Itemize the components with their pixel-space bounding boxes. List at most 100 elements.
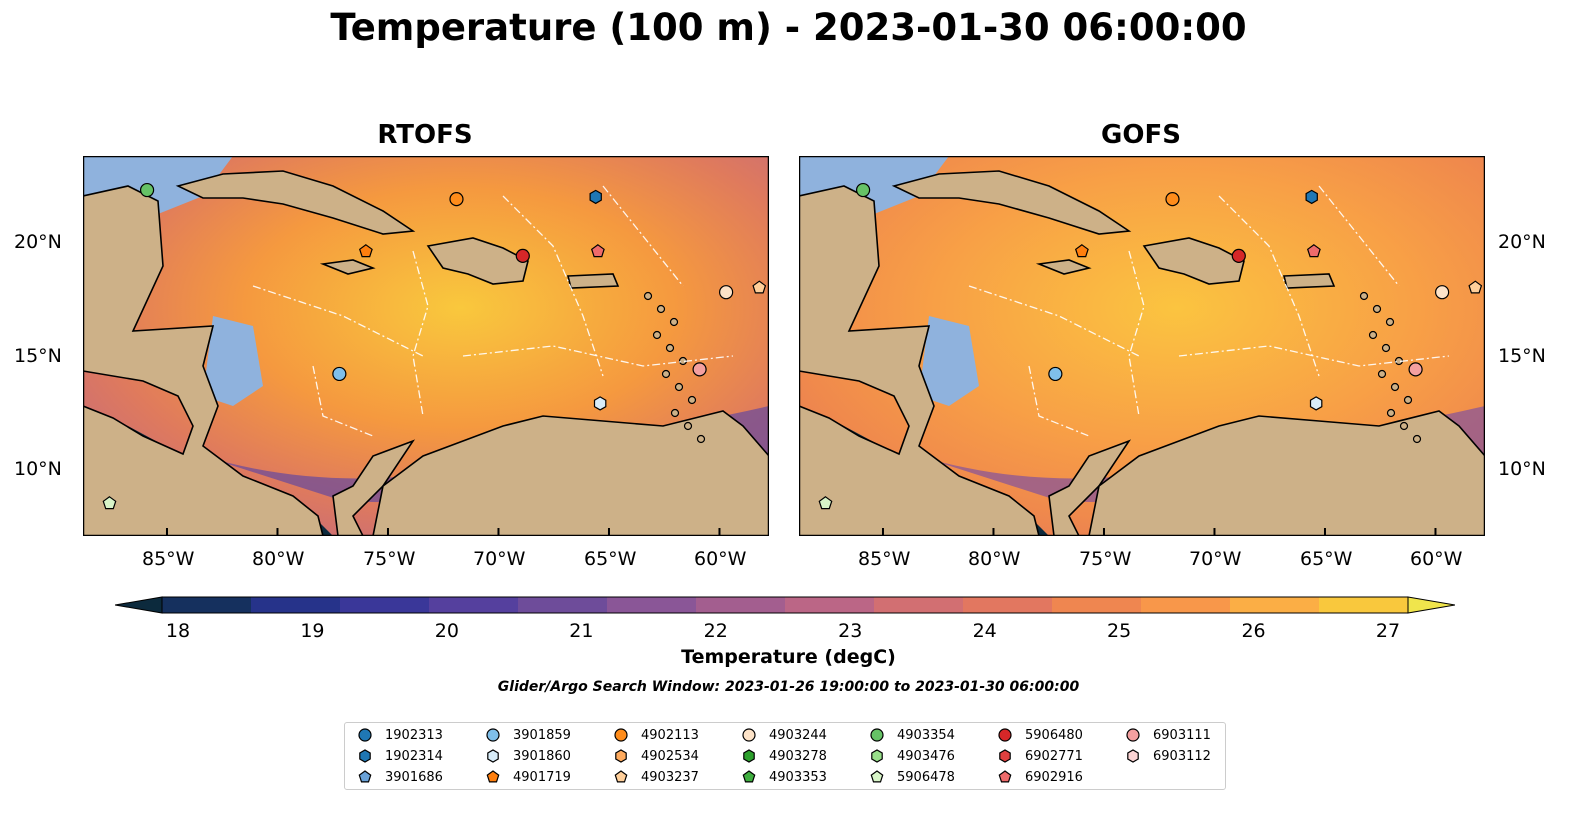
antilles-islet bbox=[652, 330, 662, 340]
antilles-islet bbox=[1385, 317, 1395, 327]
central-america-landmass bbox=[799, 185, 1132, 536]
hexagon-icon bbox=[871, 749, 883, 763]
colorbar-segment bbox=[1052, 597, 1142, 613]
float-marker-6902916 bbox=[1306, 244, 1321, 258]
antilles-islet bbox=[1368, 330, 1378, 340]
legend-label: 4903237 bbox=[641, 769, 699, 785]
pentagon-marker-icon bbox=[358, 770, 372, 783]
figure-title: Temperature (100 m) - 2023-01-30 06:00:0… bbox=[330, 6, 1247, 49]
float-marker-1902314 bbox=[589, 189, 602, 205]
pentagon-marker-icon bbox=[486, 770, 500, 783]
float-marker-3901860 bbox=[1309, 396, 1323, 411]
colorbar-segment bbox=[874, 597, 964, 613]
float-marker-5906478 bbox=[102, 496, 117, 510]
float-marker-5906478 bbox=[818, 496, 833, 510]
legend-label: 6903111 bbox=[1153, 727, 1211, 743]
legend-label: 4903353 bbox=[769, 769, 827, 785]
legend-item-4902113: 4902113 bbox=[613, 727, 699, 743]
legend-label: 6902916 bbox=[1025, 769, 1083, 785]
antilles-islet bbox=[1372, 304, 1382, 314]
hexagon-marker-icon bbox=[871, 749, 883, 763]
float-marker-1902314 bbox=[1305, 189, 1318, 205]
colorbar bbox=[115, 596, 1455, 614]
pentagon-marker-icon bbox=[870, 770, 884, 783]
legend-item-4903476: 4903476 bbox=[869, 748, 955, 764]
colorbar-segment bbox=[518, 597, 608, 613]
search-window-note: Glider/Argo Search Window: 2023-01-26 19… bbox=[497, 679, 1080, 695]
antilles-islet bbox=[656, 304, 666, 314]
pentagon-icon bbox=[742, 770, 756, 783]
panel-title-gofs: GOFS bbox=[1101, 120, 1181, 150]
colorbar-tick-label: 20 bbox=[434, 620, 459, 642]
legend-label: 1902313 bbox=[385, 727, 443, 743]
legend-label: 3901860 bbox=[513, 748, 571, 764]
hexagon-icon bbox=[359, 749, 371, 763]
colorbar-segment bbox=[963, 597, 1053, 613]
antilles-islet bbox=[670, 408, 680, 418]
circle-icon bbox=[486, 728, 500, 742]
gofs-map bbox=[799, 156, 1485, 536]
lon-tick-70w-right: 70°W bbox=[1189, 548, 1242, 570]
lon-tick-70w-left: 70°W bbox=[473, 548, 526, 570]
legend-label: 6903112 bbox=[1153, 748, 1211, 764]
legend-label: 4903354 bbox=[897, 727, 955, 743]
hexagon-marker-icon bbox=[359, 749, 371, 763]
colorbar-segment bbox=[162, 597, 252, 613]
antilles-islet bbox=[643, 291, 653, 301]
antilles-islet bbox=[1381, 343, 1391, 353]
lon-tick-65w-left: 65°W bbox=[584, 548, 637, 570]
colorbar-segment bbox=[696, 597, 786, 613]
lon-tick-75w-left: 75°W bbox=[363, 548, 416, 570]
legend-item-4903354: 4903354 bbox=[869, 727, 955, 743]
hispaniola-island bbox=[426, 237, 529, 285]
lon-tick-60w-right: 60°W bbox=[1410, 548, 1463, 570]
legend-item-6903111: 6903111 bbox=[1125, 727, 1211, 743]
legend-item-6902771: 6902771 bbox=[997, 748, 1083, 764]
circle-marker-icon bbox=[1126, 728, 1140, 742]
pentagon-icon bbox=[998, 770, 1012, 783]
eez-boundary bbox=[1128, 250, 1145, 417]
legend-item-5906478: 5906478 bbox=[869, 769, 955, 785]
colorbar-tick-label: 23 bbox=[838, 620, 863, 642]
float-marker-4902113 bbox=[449, 192, 464, 207]
colorbar-segment bbox=[1230, 597, 1320, 613]
lat-tick-10n-left: 10°N bbox=[14, 458, 62, 480]
hexagon-icon bbox=[743, 749, 755, 763]
hispaniola-island bbox=[1142, 237, 1245, 285]
legend-item-4903278: 4903278 bbox=[741, 748, 827, 764]
legend-label: 6902771 bbox=[1025, 748, 1083, 764]
eez-boundary bbox=[312, 365, 374, 437]
float-marker-6902916 bbox=[590, 244, 605, 258]
panel-title-rtofs: RTOFS bbox=[377, 120, 473, 150]
colorbar-min-extend bbox=[115, 596, 163, 614]
circle-marker-icon bbox=[614, 728, 628, 742]
colorbar-segment bbox=[1141, 597, 1231, 613]
antilles-islet bbox=[661, 369, 671, 379]
circle-marker-icon bbox=[998, 728, 1012, 742]
legend: 1902313 1902314 3901686 3901859 3901860 49017… bbox=[344, 722, 1226, 790]
puerto-rico-island bbox=[1282, 273, 1336, 289]
legend-label: 1902314 bbox=[385, 748, 443, 764]
colorbar-tick-label: 26 bbox=[1241, 620, 1266, 642]
float-marker-4903354 bbox=[139, 182, 155, 198]
lat-tick-15n-left: 15°N bbox=[14, 345, 62, 367]
eez-boundary bbox=[1028, 365, 1090, 437]
circle-icon bbox=[742, 728, 756, 742]
legend-item-1902313: 1902313 bbox=[357, 727, 443, 743]
jamaica-island bbox=[1035, 259, 1092, 275]
float-marker-5906480 bbox=[515, 248, 530, 263]
circle-icon bbox=[870, 728, 884, 742]
legend-item-4903353: 4903353 bbox=[741, 769, 827, 785]
colorbar-segment bbox=[251, 597, 341, 613]
float-marker-4902113 bbox=[1165, 192, 1180, 207]
hexagon-icon bbox=[1127, 749, 1139, 763]
circle-marker-icon bbox=[870, 728, 884, 742]
circle-icon bbox=[1126, 728, 1140, 742]
legend-item-4903237: 4903237 bbox=[613, 769, 699, 785]
colorbar-segment bbox=[785, 597, 875, 613]
legend-item-1902314: 1902314 bbox=[357, 748, 443, 764]
pentagon-icon bbox=[358, 770, 372, 783]
legend-label: 4903278 bbox=[769, 748, 827, 764]
central-america-landmass bbox=[83, 185, 416, 536]
hexagon-icon bbox=[487, 749, 499, 763]
